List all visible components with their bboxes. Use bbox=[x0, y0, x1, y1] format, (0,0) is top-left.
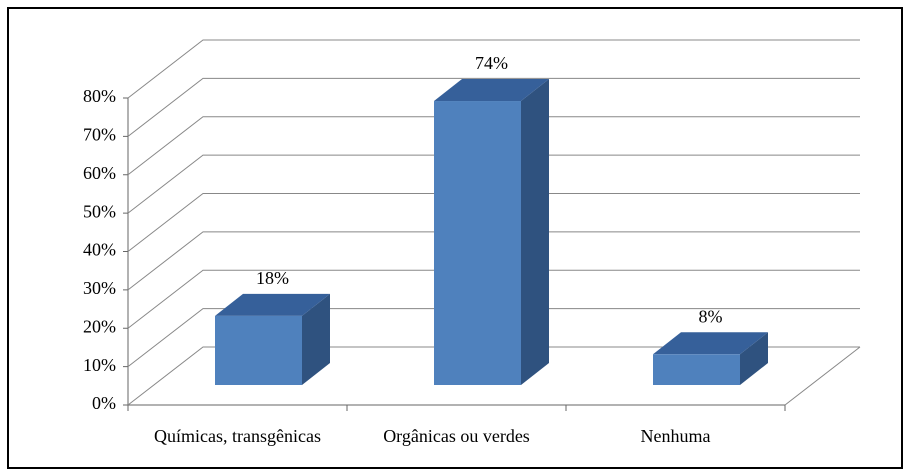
data-label: 74% bbox=[475, 53, 508, 73]
y-tick-label: 60% bbox=[83, 163, 116, 183]
bar bbox=[434, 101, 521, 386]
grid-line bbox=[127, 39, 860, 99]
data-label: 18% bbox=[256, 268, 289, 288]
bar-top bbox=[215, 293, 330, 316]
bar-top bbox=[434, 79, 549, 102]
bar-side bbox=[302, 293, 330, 385]
grid-line bbox=[127, 308, 860, 368]
data-label: 8% bbox=[699, 306, 723, 326]
y-tick-label: 20% bbox=[83, 316, 116, 336]
y-tick-label: 40% bbox=[83, 240, 116, 260]
bar-side bbox=[740, 332, 768, 385]
grid-line bbox=[127, 269, 860, 329]
y-tick-label: 70% bbox=[83, 125, 116, 145]
y-tick-label: 50% bbox=[83, 201, 116, 221]
grid-line bbox=[127, 77, 860, 137]
y-tick-label: 80% bbox=[83, 86, 116, 106]
y-tick-label: 0% bbox=[92, 393, 116, 413]
grid-line bbox=[127, 193, 860, 252]
y-tick-label: 30% bbox=[83, 278, 116, 298]
bar-top bbox=[653, 332, 768, 355]
bar bbox=[215, 315, 302, 385]
grid-line bbox=[127, 231, 860, 291]
x-tick-label: Nenhuma bbox=[641, 426, 711, 446]
bar-side bbox=[521, 79, 549, 386]
grid-line bbox=[127, 346, 860, 406]
bar bbox=[653, 354, 740, 385]
y-tick-label: 10% bbox=[83, 355, 116, 375]
x-tick-label: Orgânicas ou verdes bbox=[383, 426, 530, 446]
x-tick-label: Químicas, transgênicas bbox=[154, 426, 321, 446]
grid-line bbox=[127, 154, 860, 214]
grid-line bbox=[127, 116, 860, 176]
